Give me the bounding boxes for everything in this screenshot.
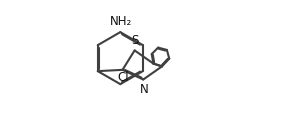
Text: Cl: Cl <box>117 71 129 84</box>
Text: S: S <box>132 34 139 47</box>
Text: NH₂: NH₂ <box>110 15 132 28</box>
Text: N: N <box>140 83 148 96</box>
